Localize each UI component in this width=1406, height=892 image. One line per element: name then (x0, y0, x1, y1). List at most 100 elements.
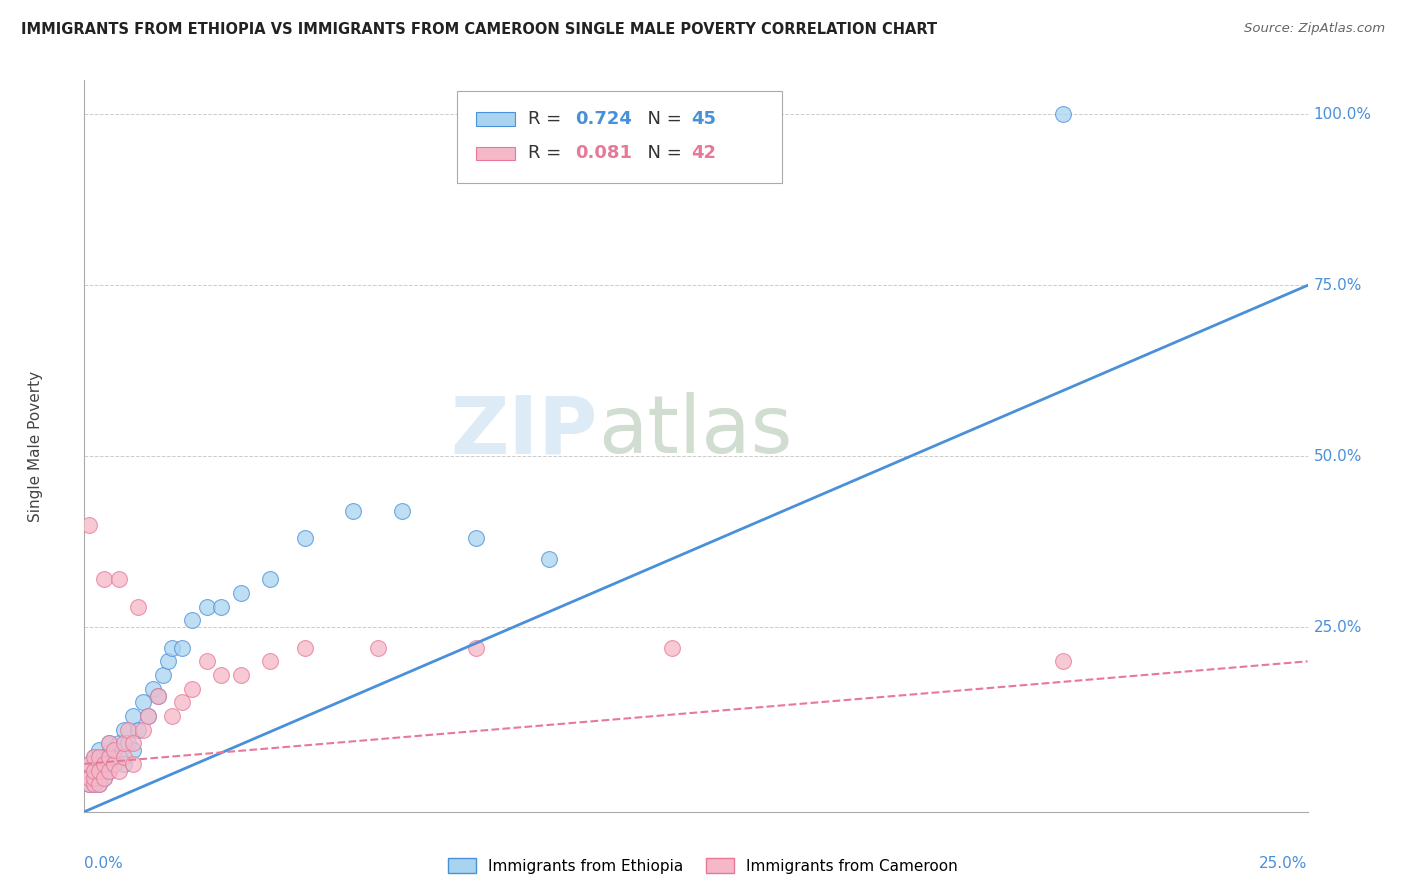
Text: 0.081: 0.081 (575, 145, 631, 162)
Point (122, 736, 145, 750)
Point (146, 689, 169, 703)
Point (464, 640, 486, 655)
Point (97, 736, 120, 750)
Point (77, 756, 100, 771)
Point (112, 756, 135, 771)
Text: N =: N = (636, 145, 688, 162)
Point (195, 654, 218, 668)
Text: 100.0%: 100.0% (1313, 107, 1372, 122)
Point (77, 756, 100, 771)
FancyBboxPatch shape (475, 112, 515, 126)
Point (93, 764, 115, 778)
Point (93, 750, 115, 764)
Point (97, 764, 120, 778)
Point (107, 736, 129, 750)
Point (77, 517, 100, 532)
Point (1052, 654, 1074, 668)
Point (342, 504, 364, 518)
Point (77, 771, 100, 785)
Point (294, 531, 316, 545)
Point (142, 681, 165, 696)
Point (146, 689, 169, 703)
Text: 50.0%: 50.0% (1313, 449, 1362, 464)
Point (122, 743, 145, 757)
Point (136, 709, 159, 723)
Text: 0.0%: 0.0% (84, 855, 124, 871)
FancyBboxPatch shape (457, 91, 782, 183)
Text: ZIP: ZIP (451, 392, 598, 470)
Point (93, 771, 115, 785)
Text: 0.724: 0.724 (575, 110, 631, 128)
Point (93, 572, 115, 586)
Point (112, 736, 135, 750)
Point (103, 743, 125, 757)
Text: R =: R = (529, 145, 568, 162)
Point (83, 750, 105, 764)
Point (87, 750, 110, 764)
Point (87, 764, 110, 778)
Point (87, 743, 110, 757)
Point (172, 695, 194, 709)
Text: N =: N = (636, 110, 688, 128)
Point (172, 640, 194, 655)
Point (132, 695, 155, 709)
Point (294, 640, 316, 655)
Point (107, 572, 129, 586)
Point (87, 771, 110, 785)
Point (77, 777, 100, 791)
Text: IMMIGRANTS FROM ETHIOPIA VS IMMIGRANTS FROM CAMEROON SINGLE MALE POVERTY CORRELA: IMMIGRANTS FROM ETHIOPIA VS IMMIGRANTS F… (21, 22, 938, 37)
Point (1052, 107, 1074, 121)
Point (127, 599, 149, 614)
Point (107, 750, 129, 764)
Text: 45: 45 (692, 110, 716, 128)
Text: Source: ZipAtlas.com: Source: ZipAtlas.com (1244, 22, 1385, 36)
Point (97, 764, 120, 778)
Point (538, 551, 561, 566)
Point (87, 756, 110, 771)
Point (181, 613, 204, 627)
Text: Single Male Poverty: Single Male Poverty (28, 370, 44, 522)
Point (83, 777, 105, 791)
Point (661, 640, 683, 655)
Point (83, 764, 105, 778)
Text: R =: R = (529, 110, 568, 128)
Point (103, 756, 125, 771)
Legend: Immigrants from Ethiopia, Immigrants from Cameroon: Immigrants from Ethiopia, Immigrants fro… (443, 852, 963, 880)
Point (83, 750, 105, 764)
Point (103, 756, 125, 771)
Text: 42: 42 (692, 145, 716, 162)
Text: 25.0%: 25.0% (1313, 620, 1362, 634)
Point (209, 599, 232, 614)
Point (97, 750, 120, 764)
Point (259, 654, 281, 668)
Point (77, 771, 100, 785)
Point (152, 668, 174, 682)
Point (93, 756, 115, 771)
Point (367, 640, 389, 655)
Text: atlas: atlas (598, 392, 793, 470)
Point (112, 750, 135, 764)
Point (162, 709, 184, 723)
Point (122, 756, 145, 771)
Point (122, 709, 145, 723)
Point (107, 764, 129, 778)
Point (83, 771, 105, 785)
Point (162, 640, 184, 655)
FancyBboxPatch shape (475, 147, 515, 160)
Point (97, 736, 120, 750)
Point (464, 531, 486, 545)
Point (93, 771, 115, 785)
Point (112, 723, 135, 737)
Point (83, 777, 105, 791)
Point (127, 723, 149, 737)
Point (136, 709, 159, 723)
Point (132, 723, 155, 737)
Point (391, 504, 413, 518)
Point (87, 777, 110, 791)
Point (97, 750, 120, 764)
Point (195, 599, 218, 614)
Point (83, 764, 105, 778)
Point (229, 586, 252, 600)
Point (229, 668, 252, 682)
Point (77, 777, 100, 791)
